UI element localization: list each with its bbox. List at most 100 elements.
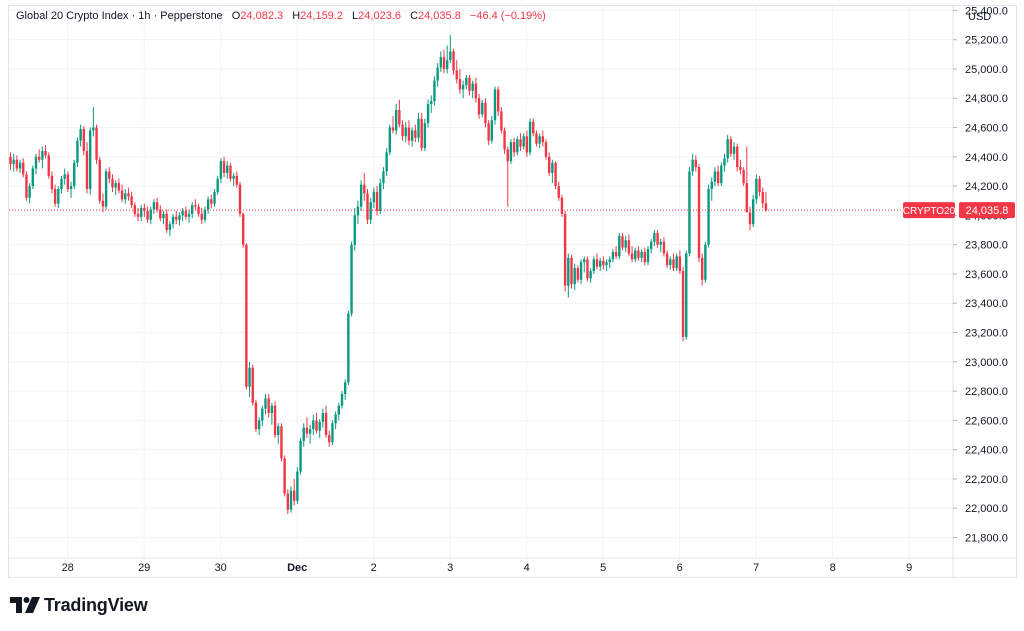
candle-down bbox=[37, 156, 41, 160]
candle-up bbox=[723, 158, 726, 166]
low-value: 24,023.6 bbox=[358, 10, 401, 22]
candle-up bbox=[302, 427, 305, 441]
candle-down bbox=[401, 124, 404, 137]
candle-up bbox=[79, 128, 82, 141]
candle-down bbox=[184, 210, 188, 217]
candle-down bbox=[474, 83, 478, 99]
candle-up bbox=[308, 429, 312, 434]
y-tick-label: 22,400.0 bbox=[965, 445, 1008, 457]
candle-down bbox=[283, 458, 286, 494]
candle-down bbox=[155, 202, 159, 210]
x-tick-label: 7 bbox=[753, 562, 759, 574]
candle-up bbox=[216, 178, 219, 192]
candle-down bbox=[50, 175, 54, 190]
candle-up bbox=[388, 127, 392, 153]
high-label: H bbox=[292, 10, 301, 22]
x-tick-label: 3 bbox=[447, 562, 453, 574]
candle-up bbox=[104, 171, 108, 207]
candle-down bbox=[375, 191, 379, 211]
candle-down bbox=[159, 209, 162, 219]
x-tick-label: 29 bbox=[138, 562, 150, 574]
candle-down bbox=[525, 136, 529, 153]
candle-down bbox=[194, 205, 197, 207]
candle-down bbox=[328, 435, 331, 443]
candle-up bbox=[124, 193, 127, 200]
y-tick-label: 23,200.0 bbox=[965, 328, 1008, 340]
candle-up bbox=[171, 216, 175, 225]
candle-up bbox=[353, 215, 356, 245]
candle-up bbox=[248, 367, 251, 387]
candle-up bbox=[187, 213, 191, 217]
candle-up bbox=[704, 244, 707, 280]
candle-up bbox=[598, 260, 602, 267]
candle-down bbox=[22, 162, 25, 175]
candle-down bbox=[66, 174, 70, 190]
candle-down bbox=[662, 241, 666, 254]
y-tick-label: 23,600.0 bbox=[965, 269, 1008, 281]
candle-up bbox=[522, 136, 525, 147]
candle-up bbox=[410, 130, 414, 141]
candle-up bbox=[181, 210, 184, 216]
candle-down bbox=[637, 250, 640, 258]
candle-up bbox=[92, 127, 95, 131]
candle-down bbox=[143, 208, 146, 211]
candlestick-chart[interactable]: 21,800.0 22,000.0 22,200.0 22,400.0 22,600.0… bbox=[9, 6, 1016, 577]
candle-down bbox=[286, 493, 290, 510]
candle-up bbox=[69, 186, 73, 190]
candle-up bbox=[509, 142, 513, 162]
candle-down bbox=[496, 89, 500, 112]
candle-up bbox=[732, 146, 736, 154]
candle-down bbox=[254, 402, 258, 430]
candle-up bbox=[516, 139, 519, 153]
candle-up bbox=[178, 215, 181, 220]
last-price-badge bbox=[959, 202, 1015, 219]
candle-down bbox=[761, 191, 764, 204]
candle-down bbox=[739, 167, 742, 170]
candle-down bbox=[98, 159, 101, 201]
candle-down bbox=[420, 118, 423, 149]
candle-up bbox=[270, 405, 274, 414]
candle-up bbox=[88, 130, 92, 190]
last-price-label: 24,035.8 bbox=[966, 205, 1009, 217]
candle-up bbox=[219, 161, 223, 179]
candle-down bbox=[324, 413, 328, 436]
candle-up bbox=[624, 240, 627, 248]
candle-down bbox=[627, 240, 631, 254]
brand[interactable]: TradingView bbox=[10, 594, 148, 616]
candle-up bbox=[713, 171, 717, 182]
currency-label[interactable]: USD bbox=[968, 11, 992, 23]
high-value: 24,159.2 bbox=[300, 10, 343, 22]
candle-up bbox=[755, 178, 758, 200]
candle-up bbox=[490, 120, 494, 141]
candle-down bbox=[9, 156, 12, 165]
candle-up bbox=[449, 51, 452, 61]
candle-down bbox=[477, 98, 481, 115]
candle-down bbox=[681, 271, 685, 337]
candle-down bbox=[736, 146, 739, 168]
candle-up bbox=[528, 121, 532, 153]
candle-up bbox=[359, 184, 363, 207]
candle-up bbox=[445, 60, 449, 69]
y-tick-label: 22,800.0 bbox=[965, 386, 1008, 398]
candle-up bbox=[347, 313, 350, 383]
candle-down bbox=[729, 139, 733, 154]
candle-down bbox=[487, 123, 490, 141]
candle-up bbox=[417, 118, 420, 138]
candle-down bbox=[398, 109, 401, 125]
candle-up bbox=[264, 398, 267, 409]
candle-down bbox=[120, 190, 124, 200]
candle-up bbox=[139, 208, 143, 217]
candle-up bbox=[312, 420, 315, 430]
candle-up bbox=[334, 414, 337, 424]
y-tick-label: 25,200.0 bbox=[965, 35, 1008, 47]
candle-up bbox=[465, 77, 468, 86]
candle-up bbox=[649, 241, 653, 250]
candle-up bbox=[114, 183, 117, 188]
candle-down bbox=[200, 213, 203, 220]
candle-up bbox=[688, 171, 691, 254]
candle-down bbox=[519, 139, 522, 147]
candle-up bbox=[289, 490, 293, 510]
brand-name: TradingView bbox=[44, 594, 148, 615]
candle-down bbox=[512, 142, 516, 153]
candle-down bbox=[532, 121, 535, 134]
